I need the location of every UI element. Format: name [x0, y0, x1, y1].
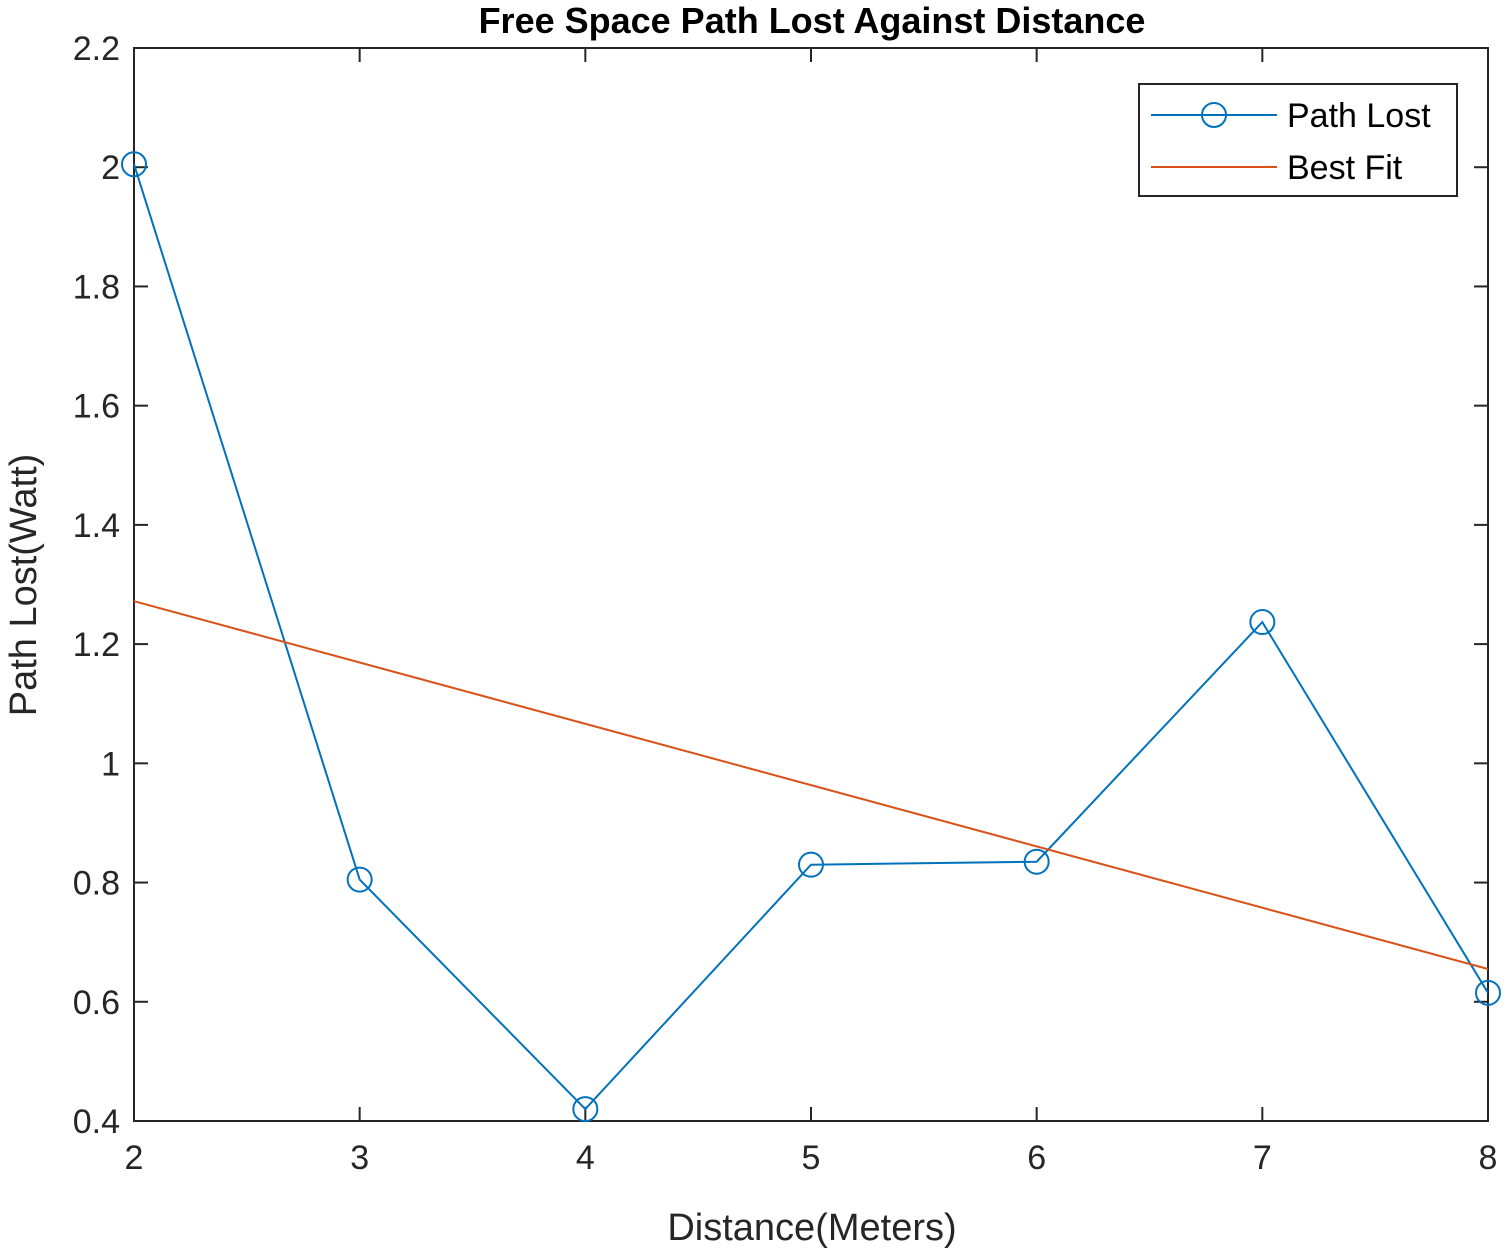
data-point: [121, 151, 147, 178]
x-tick-label: 4: [576, 1139, 595, 1177]
data-point: [1023, 848, 1050, 875]
x-tick-label: 7: [1253, 1139, 1272, 1177]
data-point: [346, 866, 373, 893]
data-point: [1475, 979, 1501, 1006]
y-axis-label: Path Lost(Watt): [3, 454, 45, 717]
legend: Path Lost Best Fit: [1138, 83, 1458, 197]
data-point: [572, 1096, 599, 1123]
y-tick-label: 1.4: [73, 507, 120, 545]
y-tick-label: 0.4: [73, 1103, 120, 1141]
y-tick-label: 1: [101, 745, 120, 783]
data-point: [1249, 609, 1276, 636]
legend-label-2: Best Fit: [1287, 149, 1403, 187]
y-tick-label: 1.6: [73, 388, 120, 426]
y-tick-label: 2: [101, 149, 120, 187]
y-tick-label: 1.8: [73, 268, 120, 306]
axes-box: [133, 47, 1489, 1122]
x-tick-label: 3: [350, 1139, 369, 1177]
data-point: [798, 851, 824, 878]
y-tick-label: 0.6: [73, 984, 120, 1022]
legend-box: [1138, 83, 1458, 197]
legend-label-1: Path Lost: [1287, 97, 1431, 135]
x-tick-label: 8: [1479, 1139, 1498, 1177]
series-line-1: [133, 163, 1489, 1111]
x-tick-label: 2: [125, 1139, 144, 1177]
x-axis-label: Distance(Meters): [667, 1207, 956, 1249]
y-tick-label: 2.2: [73, 30, 120, 68]
chart-title: Free Space Path Lost Against Distance: [479, 0, 1146, 41]
x-tick-label: 5: [802, 1139, 821, 1177]
legend-marker-1: [1201, 102, 1227, 128]
series-line-2: [133, 600, 1489, 970]
y-tick-label: 1.2: [73, 626, 120, 664]
y-tick-label: 0.8: [73, 865, 120, 903]
x-tick-label: 6: [1027, 1139, 1046, 1177]
plot-area: 2 3 4 5 6 7 8 0.4 0.6 0.8 1 1.2 1.4 1.6 1.8 2 2.2: [73, 30, 1501, 1177]
